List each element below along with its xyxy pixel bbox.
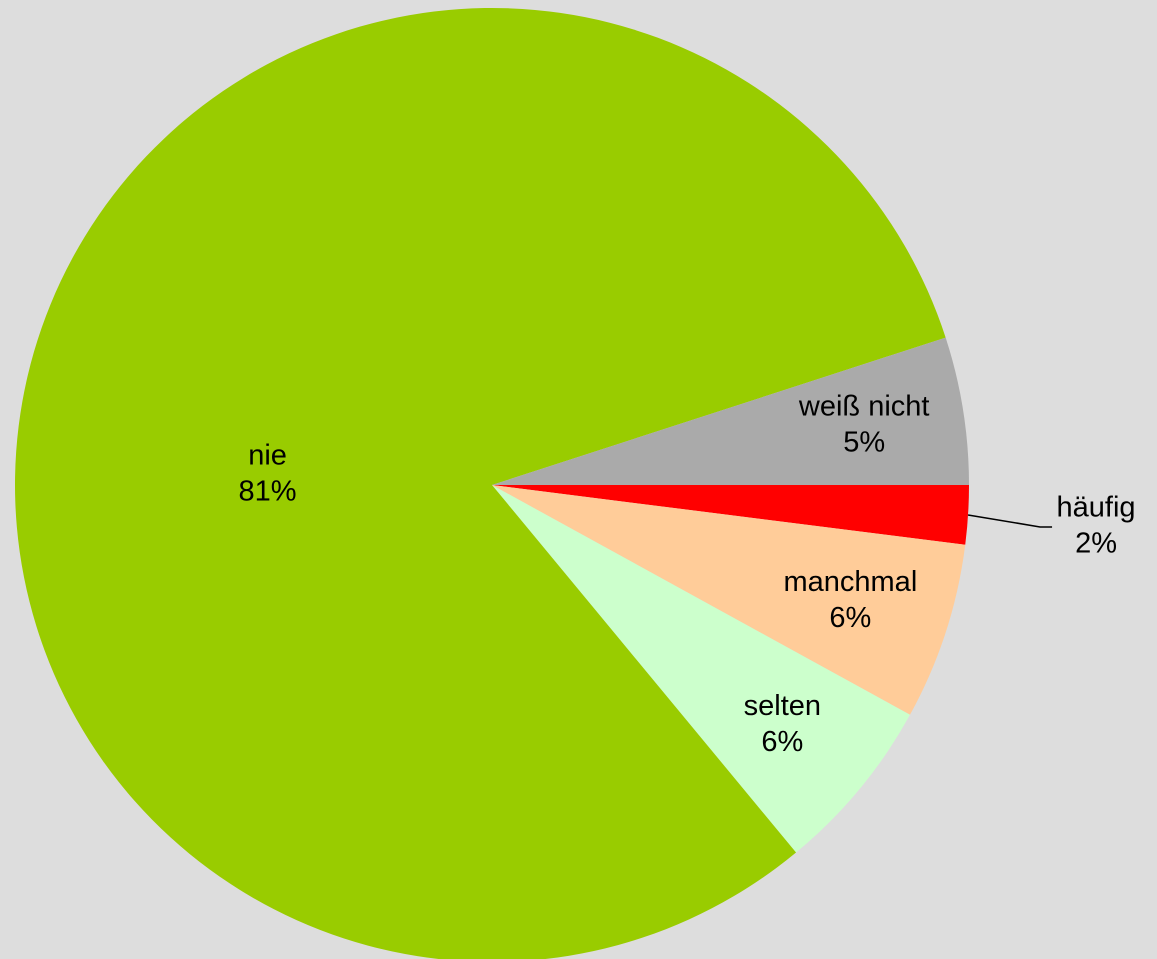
slice-value-label: 6%	[829, 602, 871, 634]
slice-value-label: 6%	[761, 726, 803, 758]
pie-slice	[492, 485, 910, 853]
pie-slice	[15, 8, 946, 959]
slice-value-label: 5%	[843, 427, 885, 459]
slice-label: manchmal	[783, 566, 917, 598]
leader-line	[967, 514, 1053, 528]
pie-slice	[492, 485, 966, 715]
slice-label: nie	[248, 439, 287, 471]
slice-value-label: 81%	[239, 475, 297, 507]
slice-label: weiß nicht	[798, 391, 930, 423]
slice-label: häufig	[1057, 492, 1136, 524]
slice-value-label: 2%	[1075, 528, 1117, 560]
slice-label: selten	[744, 690, 821, 722]
pie-slice	[492, 485, 969, 545]
pie-slice	[492, 337, 969, 485]
